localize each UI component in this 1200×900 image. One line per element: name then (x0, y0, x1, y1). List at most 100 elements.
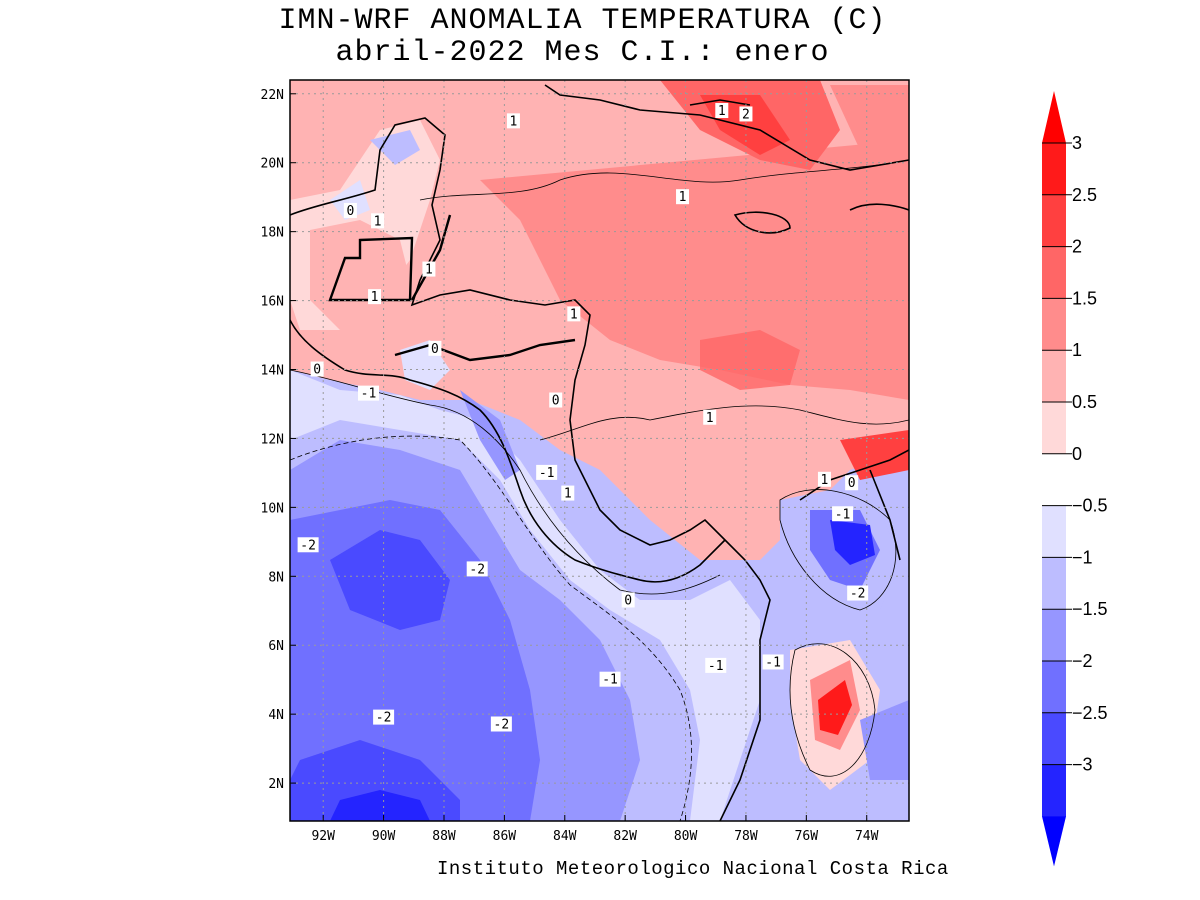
colorbar-swatch (1042, 505, 1066, 558)
colorbar-swatch (1042, 194, 1066, 248)
lat-lon-grid (290, 80, 909, 821)
colorbar-label: −1.5 (1072, 599, 1108, 619)
contour-label-box (506, 113, 520, 129)
colorbar-label: 0.5 (1072, 392, 1097, 412)
contour-label-box (676, 189, 690, 205)
contour-label-box (358, 385, 380, 401)
contour-label-box (817, 471, 831, 487)
contour-label-text: 1 (679, 190, 687, 205)
lat-tick-label: 6N (268, 639, 284, 654)
contour-label: -1 (832, 506, 854, 522)
contour-label-box (371, 213, 385, 229)
contour-label: 0 (343, 202, 357, 219)
contour-label-text: -1 (539, 466, 555, 481)
contour-label: -2 (373, 709, 395, 726)
colorbar-label: 1 (1072, 340, 1082, 360)
contour-label-text: 1 (821, 473, 829, 488)
colorbar-over-arrow (1042, 91, 1066, 143)
contour-label-text: 0 (552, 394, 560, 409)
contour-label: -1 (358, 385, 380, 402)
colorbar-label: 3 (1072, 133, 1082, 153)
colorbar-label: −2.5 (1072, 703, 1108, 723)
contour-label-box (762, 654, 784, 670)
contour-label-text: 0 (431, 342, 439, 357)
colorbar-swatch (1042, 557, 1066, 610)
contour-label-text: 1 (374, 214, 382, 229)
contour-label-text: 0 (313, 363, 321, 378)
colorbar-swatch (1042, 350, 1066, 403)
lon-tick-label: 86W (493, 829, 517, 844)
colorbar-label: 2.5 (1072, 185, 1097, 205)
contour-label: 1 (567, 306, 581, 322)
credit-text: Instituto Meteorologico Nacional Costa R… (437, 858, 949, 880)
contour-label-box (705, 657, 727, 673)
colorbar: 3 2.5 2 1.5 1 0.5 0 −0.5 −1 −1.5 −2 −2.5 −3 (1042, 91, 1108, 867)
contour-label-text: -2 (850, 587, 866, 602)
colorbar-label: 1.5 (1072, 288, 1097, 308)
contour-label: 1 (422, 261, 436, 278)
contour-label: -1 (599, 671, 621, 688)
contour-label-box (739, 106, 753, 122)
colorbar-label: −1 (1072, 547, 1093, 567)
contour-label-box (536, 464, 558, 480)
contour-label-box (703, 409, 717, 425)
lon-tick-label: 90W (372, 829, 396, 844)
contour-label-text: -2 (300, 538, 316, 553)
contour-label-text: -1 (602, 673, 618, 688)
contour-label-text: -2 (494, 717, 510, 732)
colorbar-label: 2 (1072, 237, 1082, 257)
anomaly-field (290, 80, 909, 821)
contour-lines (290, 159, 909, 821)
contour-label-box (297, 537, 319, 553)
colorbar-swatch (1042, 609, 1066, 662)
contour-label: -1 (536, 464, 558, 481)
contour-label-text: -1 (361, 387, 377, 402)
contour-label-box (832, 506, 854, 522)
contour-label-text: -1 (708, 659, 724, 674)
coastlines (290, 84, 909, 821)
contour-label-box (310, 361, 324, 377)
contour-label: 1 (817, 471, 831, 488)
contour-label-text: -2 (469, 562, 485, 577)
map-frame (289, 79, 910, 822)
lat-tick-label: 20N (261, 157, 284, 172)
contour-label-text: 1 (570, 307, 578, 322)
contour-label-box (368, 289, 382, 305)
lat-tick-label: 12N (261, 432, 284, 447)
lon-tick-label: 84W (553, 829, 577, 844)
lon-tick-label: 82W (613, 829, 637, 844)
map-axes: 92W 90W 88W 86W 84W 82W 80W 78W 76W 74W22N20N18N1… (261, 88, 879, 844)
lat-tick-label: 10N (261, 501, 284, 516)
map-subtitle: abril-2022 Mes C.I.: enero (335, 36, 830, 70)
colorbar-swatch (1042, 712, 1066, 766)
contour-label: 0 (310, 361, 324, 378)
contour-label: 1 (715, 103, 729, 119)
lon-tick-label: 74W (855, 829, 879, 844)
contour-label-box (621, 592, 635, 608)
contour-label: -2 (466, 561, 488, 577)
contour-label: 0 (428, 340, 442, 357)
lon-tick-label: 78W (734, 829, 758, 844)
contour-label-text: -1 (765, 655, 781, 670)
contour-label-box (549, 392, 563, 408)
contour-label-box (561, 485, 575, 501)
contour-label-box (373, 709, 395, 725)
contour-label-text: -1 (835, 507, 851, 522)
lat-tick-label: 4N (268, 708, 284, 723)
contour-label-text: 1 (510, 114, 518, 129)
colorbar-swatch (1042, 764, 1066, 817)
contour-label: 1 (368, 289, 382, 305)
colorbar-under-arrow (1042, 816, 1066, 867)
country-borders (328, 214, 576, 362)
lon-tick-label: 92W (311, 829, 335, 844)
contour-label-box (490, 716, 512, 732)
colorbar-swatch (1042, 402, 1066, 455)
contour-label-box (567, 306, 581, 322)
colorbar-swatch (1042, 453, 1066, 507)
contour-label: 1 (561, 485, 575, 502)
map-title: IMN-WRF ANOMALIA TEMPERATURA (C) (278, 4, 887, 38)
lat-tick-label: 2N (268, 777, 284, 792)
contour-label-text: -2 (376, 711, 392, 726)
contour-label-text: 1 (371, 290, 379, 305)
